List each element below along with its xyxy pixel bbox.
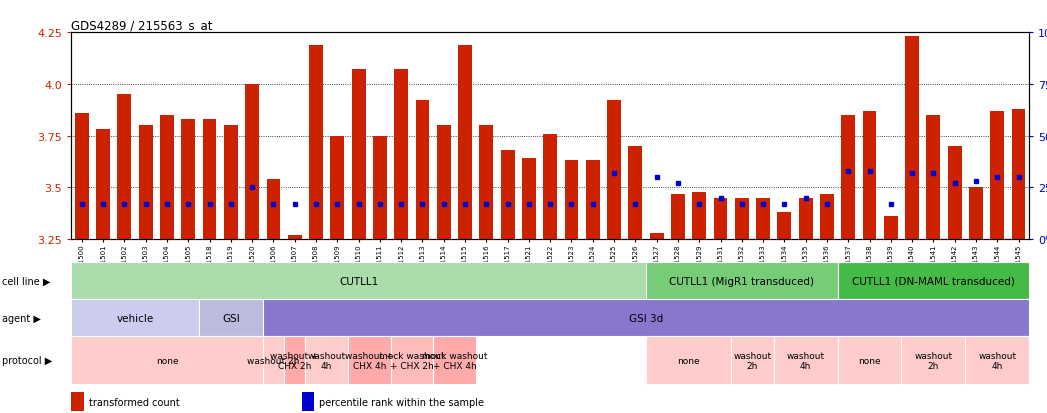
Bar <box>437 126 450 240</box>
Bar <box>799 198 812 240</box>
Bar <box>500 151 514 240</box>
Bar <box>650 233 664 240</box>
Bar <box>842 116 855 240</box>
Bar <box>288 235 302 240</box>
Bar <box>671 194 685 240</box>
Text: washout +
CHX 2h: washout + CHX 2h <box>270 351 319 370</box>
Bar <box>480 126 493 240</box>
Text: GSI: GSI <box>222 313 240 323</box>
Bar <box>96 130 110 240</box>
Text: CUTLL1 (DN-MAML transduced): CUTLL1 (DN-MAML transduced) <box>852 276 1015 286</box>
Bar <box>267 180 281 240</box>
Bar <box>352 70 365 240</box>
Text: GSI 3d: GSI 3d <box>629 313 663 323</box>
Text: agent ▶: agent ▶ <box>2 313 41 323</box>
Bar <box>628 147 642 240</box>
Bar <box>395 70 408 240</box>
Text: none: none <box>677 356 699 365</box>
Bar <box>117 95 131 240</box>
Text: protocol ▶: protocol ▶ <box>2 355 52 366</box>
Text: cell line ▶: cell line ▶ <box>2 276 50 286</box>
Text: CUTLL1: CUTLL1 <box>339 276 378 286</box>
Text: percentile rank within the sample: percentile rank within the sample <box>319 396 485 407</box>
Bar <box>586 161 600 240</box>
Text: mock washout
+ CHX 4h: mock washout + CHX 4h <box>422 351 487 370</box>
Bar <box>373 136 386 240</box>
Bar <box>820 194 833 240</box>
Bar <box>564 161 578 240</box>
Bar <box>692 192 706 240</box>
Bar <box>309 45 322 240</box>
Bar <box>75 114 89 240</box>
Text: washout
2h: washout 2h <box>914 351 953 370</box>
Bar <box>927 116 940 240</box>
Bar <box>522 159 536 240</box>
Text: none: none <box>859 356 881 365</box>
Text: CUTLL1 (MigR1 transduced): CUTLL1 (MigR1 transduced) <box>669 276 815 286</box>
Bar <box>863 112 876 240</box>
Bar <box>714 198 728 240</box>
Text: washout +
CHX 4h: washout + CHX 4h <box>346 351 394 370</box>
Text: transformed count: transformed count <box>89 396 180 407</box>
Bar <box>160 116 174 240</box>
Bar <box>948 147 961 240</box>
Bar <box>416 101 429 240</box>
Bar <box>203 120 217 240</box>
Text: washout
4h: washout 4h <box>978 351 1017 370</box>
Text: washout
4h: washout 4h <box>308 351 346 370</box>
Text: washout
2h: washout 2h <box>733 351 772 370</box>
Text: washout
4h: washout 4h <box>786 351 825 370</box>
Bar <box>224 126 238 240</box>
Bar <box>331 136 344 240</box>
Bar <box>990 112 1004 240</box>
Bar <box>459 45 472 240</box>
Text: GDS4289 / 215563_s_at: GDS4289 / 215563_s_at <box>71 19 213 32</box>
Text: none: none <box>156 356 178 365</box>
Text: vehicle: vehicle <box>116 313 154 323</box>
Bar <box>139 126 153 240</box>
Bar <box>970 188 983 240</box>
Bar <box>884 217 897 240</box>
Bar <box>1011 109 1025 240</box>
Bar <box>756 198 770 240</box>
Bar <box>543 134 557 240</box>
Bar <box>906 37 919 240</box>
Bar <box>181 120 195 240</box>
Bar <box>607 101 621 240</box>
Text: mock washout
+ CHX 2h: mock washout + CHX 2h <box>379 351 445 370</box>
Text: washout 2h: washout 2h <box>247 356 299 365</box>
Bar <box>245 85 259 240</box>
Bar <box>778 213 792 240</box>
Bar <box>735 198 749 240</box>
